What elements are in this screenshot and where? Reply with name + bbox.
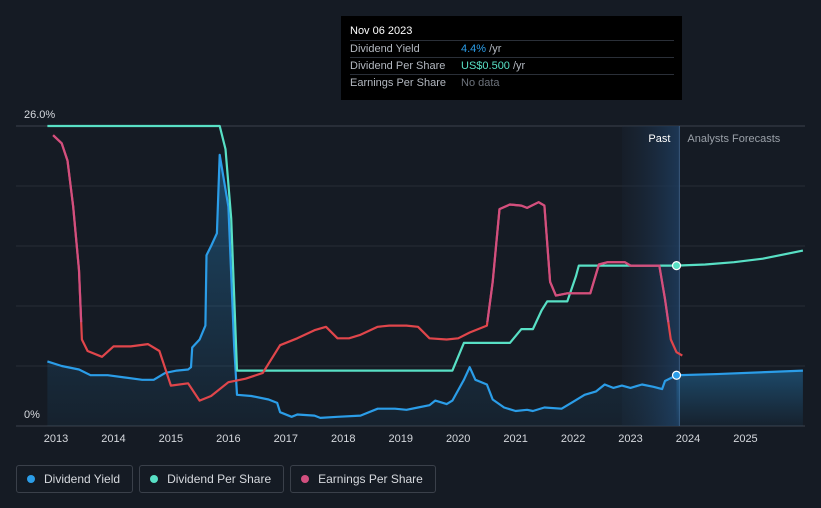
tooltip-row-dividend-yield: Dividend Yield 4.4% /yr	[350, 40, 674, 58]
y-axis-top-label: 26.0%	[24, 109, 55, 121]
legend-label: Earnings Per Share	[318, 472, 423, 486]
x-tick-label: 2014	[101, 433, 125, 445]
x-tick-label: 2019	[388, 433, 412, 445]
chart-legend: Dividend Yield Dividend Per Share Earnin…	[16, 465, 436, 495]
tooltip-date: Nov 06 2023	[350, 25, 413, 37]
legend-dot-icon	[27, 475, 35, 483]
tooltip-value: 4.4%	[461, 43, 487, 55]
hover-tooltip: Nov 06 2023 Dividend Yield 4.4% /yr Divi…	[341, 16, 682, 100]
legend-label: Dividend Per Share	[167, 472, 272, 486]
tooltip-row-earnings-per-share: Earnings Per Share No data	[350, 74, 674, 92]
legend-dividend-yield[interactable]: Dividend Yield	[16, 465, 134, 493]
past-region	[621, 126, 680, 426]
legend-label: Dividend Yield	[44, 472, 121, 486]
tooltip-unit: /yr	[486, 43, 502, 55]
dividend-yield-forecast-line	[676, 369, 803, 377]
x-tick-label: 2017	[274, 433, 298, 445]
tooltip-label: Dividend Yield	[350, 43, 420, 55]
dividend-yield-marker	[671, 370, 682, 380]
tooltip-value: No data	[461, 77, 500, 89]
dividend-per-share-marker	[671, 261, 682, 271]
tooltip-label: Earnings Per Share	[350, 77, 446, 89]
tooltip-unit: /yr	[509, 60, 526, 72]
legend-earnings-per-share[interactable]: Earnings Per Share	[290, 465, 436, 493]
x-tick-label: 2022	[561, 433, 585, 445]
x-tick-label: 2025	[733, 433, 757, 445]
legend-dot-icon	[150, 475, 159, 483]
x-tick-label: 2020	[446, 433, 470, 445]
x-tick-label: 2021	[503, 433, 527, 445]
tooltip-value: US$0.500	[461, 60, 510, 72]
tooltip-row-dividend-per-share: Dividend Per Share US$0.500 /yr	[350, 57, 674, 75]
x-tick-label: 2016	[216, 433, 240, 445]
dividend-per-share-line	[47, 124, 677, 372]
x-tick-label: 2015	[159, 433, 183, 445]
dividend-yield-area	[47, 154, 677, 427]
earnings-per-share-line	[52, 134, 670, 323]
dividend-per-share-forecast-line	[676, 249, 804, 267]
earnings-per-share-line-base	[52, 134, 683, 402]
x-tick-label: 2013	[44, 433, 68, 445]
past-label: Past	[648, 133, 670, 145]
x-tick-label: 2024	[676, 433, 700, 445]
legend-dot-icon	[301, 475, 310, 483]
tooltip-label: Dividend Per Share	[350, 60, 446, 72]
dividend-yield-forecast-area	[676, 370, 803, 426]
legend-dividend-per-share[interactable]: Dividend Per Share	[139, 465, 285, 493]
forecast-label: Analysts Forecasts	[687, 133, 780, 145]
y-axis-bottom-label: 0%	[24, 409, 40, 421]
x-tick-label: 2023	[618, 433, 642, 445]
dividend-yield-line	[47, 153, 677, 419]
x-tick-label: 2018	[331, 433, 355, 445]
